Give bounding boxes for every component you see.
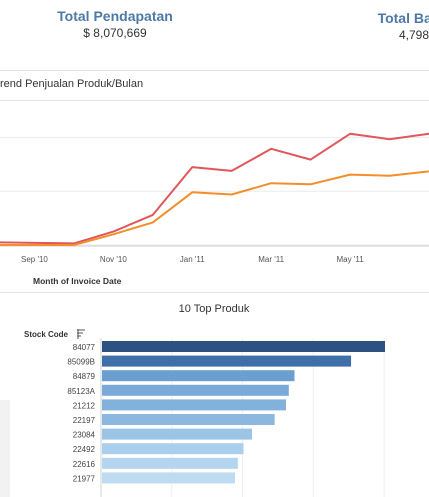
- x-tick-label: Nov '10: [100, 255, 127, 264]
- bar[interactable]: [102, 341, 386, 352]
- category-label: 84879: [73, 372, 96, 381]
- line-chart: Sep '10 Nov '10 Jan '11 Mar '11 May '11 Mont…: [0, 132, 429, 286]
- bar-chart-title: 10 Top Produk: [179, 303, 250, 315]
- category-label: 22616: [73, 460, 96, 469]
- bar[interactable]: [102, 355, 352, 367]
- line-chart-title: rend Penjualan Produk/Bulan: [0, 78, 144, 90]
- divider: [0, 292, 429, 293]
- kpi-total-pendapatan: Total Pendapatan $ 8,070,669: [50, 8, 180, 40]
- kpi-value: 4,798: [398, 28, 429, 42]
- category-label: 21212: [73, 401, 96, 410]
- bar[interactable]: [102, 370, 295, 382]
- bar[interactable]: [102, 414, 275, 425]
- x-axis-title: Month of Invoice Date: [33, 276, 122, 286]
- series-line-2[interactable]: [0, 170, 429, 246]
- divider: [0, 70, 429, 71]
- x-tick-label: May '11: [337, 255, 365, 264]
- bar[interactable]: [102, 472, 236, 484]
- category-label: 21977: [73, 474, 96, 483]
- x-tick-label: Jan '11: [180, 255, 206, 264]
- bar[interactable]: [102, 443, 244, 455]
- x-tick-label: Sep '10: [21, 255, 48, 264]
- sort-icon[interactable]: [77, 329, 85, 339]
- bar[interactable]: [102, 428, 253, 440]
- category-label: 22197: [73, 416, 96, 425]
- category-label: 85099B: [67, 358, 95, 367]
- bar[interactable]: [102, 399, 286, 411]
- category-label: 85123A: [67, 387, 95, 396]
- kpi-value: $ 8,070,669: [83, 26, 147, 40]
- category-label: 84077: [73, 343, 96, 352]
- kpi-title: Total Barar: [377, 10, 429, 26]
- category-label: 23084: [73, 431, 96, 440]
- bar[interactable]: [102, 457, 238, 469]
- y-axis-title: Stock Code: [24, 330, 69, 339]
- divider: [0, 100, 429, 101]
- category-label: 22492: [73, 445, 96, 454]
- series-line-1[interactable]: [0, 132, 429, 245]
- kpi-total-barang: Total Barar 4,798: [354, 10, 429, 42]
- bar-chart: 10 Top Produk Stock Code 84077 85099B 8487…: [24, 303, 386, 497]
- bar[interactable]: [102, 384, 289, 396]
- x-tick-label: Mar '11: [258, 255, 284, 264]
- scroll-strip: [0, 400, 10, 497]
- kpi-title: Total Pendapatan: [57, 8, 173, 24]
